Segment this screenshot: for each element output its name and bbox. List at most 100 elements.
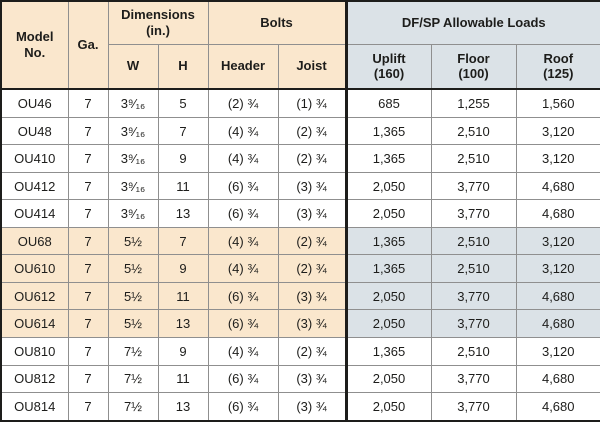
table-row: OU614 7 5½ 13 (6) ¾ (3) ¾ 2,050 3,770 4,680 (0, 309, 600, 338)
table-row: OU812 7 7½ 11 (6) ¾ (3) ¾ 2,050 3,770 4,680 (0, 364, 600, 394)
table-row: OU810 7 7½ 9 (4) ¾ (2) ¾ 1,365 2,510 3,120 (0, 337, 600, 366)
cell-h: 9 (157, 337, 209, 366)
cell-h: 13 (157, 392, 209, 422)
col-header-model-no: Model No. (0, 0, 69, 90)
cell-bolts-joist: (2) ¾ (277, 254, 347, 283)
cell-floor: 3,770 (430, 392, 517, 422)
cell-w: 3⁹⁄₁₆ (107, 88, 159, 118)
cell-uplift: 2,050 (344, 309, 432, 338)
table-row: OU410 7 3⁹⁄₁₆ 9 (4) ¾ (2) ¾ 1,365 2,510 3,120 (0, 144, 600, 173)
cell-roof: 4,680 (515, 199, 600, 228)
cell-w: 5½ (107, 226, 159, 256)
cell-bolts-header: (6) ¾ (207, 392, 279, 422)
table-row: OU414 7 3⁹⁄₁₆ 13 (6) ¾ (3) ¾ 2,050 3,770 4,680 (0, 199, 600, 228)
cell-roof: 3,120 (515, 116, 600, 146)
cell-bolts-header: (6) ¾ (207, 309, 279, 338)
cell-uplift: 2,050 (344, 364, 432, 394)
cell-floor: 3,770 (430, 281, 517, 311)
cell-bolts-joist: (3) ¾ (277, 364, 347, 394)
table-row: OU48 7 3⁹⁄₁₆ 7 (4) ¾ (2) ¾ 1,365 2,510 3,120 (0, 116, 600, 146)
col-group-dimensions: Dimensions (in.) (107, 0, 209, 45)
cell-h: 7 (157, 116, 209, 146)
cell-w: 3⁹⁄₁₆ (107, 116, 159, 146)
cell-bolts-joist: (3) ¾ (277, 309, 347, 338)
cell-model: OU612 (0, 281, 69, 311)
cell-uplift: 2,050 (344, 199, 432, 228)
cell-floor: 3,770 (430, 309, 517, 338)
table-row: OU610 7 5½ 9 (4) ¾ (2) ¾ 1,365 2,510 3,120 (0, 254, 600, 283)
cell-w: 3⁹⁄₁₆ (107, 171, 159, 201)
header-row-groups: Model No. Ga. Dimensions (in.) Bolts DF/… (0, 0, 600, 90)
cell-model: OU814 (0, 392, 69, 422)
cell-uplift: 1,365 (344, 116, 432, 146)
cell-h: 13 (157, 199, 209, 228)
cell-bolts-header: (4) ¾ (207, 144, 279, 173)
cell-ga: 7 (67, 309, 109, 338)
cell-bolts-joist: (3) ¾ (277, 171, 347, 201)
cell-h: 11 (157, 171, 209, 201)
cell-bolts-header: (6) ¾ (207, 364, 279, 394)
cell-roof: 4,680 (515, 392, 600, 422)
cell-model: OU410 (0, 144, 69, 173)
cell-model: OU614 (0, 309, 69, 338)
cell-floor: 2,510 (430, 144, 517, 173)
col-header-bolts-joist: Joist (277, 43, 347, 90)
cell-w: 5½ (107, 281, 159, 311)
cell-uplift: 2,050 (344, 171, 432, 201)
cell-ga: 7 (67, 364, 109, 394)
cell-h: 11 (157, 281, 209, 311)
cell-w: 3⁹⁄₁₆ (107, 199, 159, 228)
cell-ga: 7 (67, 281, 109, 311)
cell-ga: 7 (67, 226, 109, 256)
cell-floor: 2,510 (430, 116, 517, 146)
cell-w: 7½ (107, 364, 159, 394)
cell-w: 3⁹⁄₁₆ (107, 144, 159, 173)
cell-floor: 3,770 (430, 199, 517, 228)
cell-ga: 7 (67, 144, 109, 173)
table-row: OU68 7 5½ 7 (4) ¾ (2) ¾ 1,365 2,510 3,120 (0, 226, 600, 256)
cell-h: 9 (157, 144, 209, 173)
cell-floor: 2,510 (430, 254, 517, 283)
cell-bolts-joist: (3) ¾ (277, 199, 347, 228)
cell-h: 9 (157, 254, 209, 283)
cell-w: 5½ (107, 254, 159, 283)
cell-h: 11 (157, 364, 209, 394)
cell-uplift: 1,365 (344, 226, 432, 256)
cell-roof: 4,680 (515, 171, 600, 201)
cell-roof: 3,120 (515, 337, 600, 366)
cell-bolts-joist: (1) ¾ (277, 88, 347, 118)
cell-floor: 1,255 (430, 88, 517, 118)
cell-floor: 3,770 (430, 171, 517, 201)
cell-ga: 7 (67, 171, 109, 201)
cell-model: OU414 (0, 199, 69, 228)
header-row-subcolumns: W H Header Joist Uplift (160) Floor (100… (1, 43, 600, 90)
col-header-uplift: Uplift (160) (344, 43, 432, 90)
cell-w: 5½ (107, 309, 159, 338)
cell-bolts-header: (6) ¾ (207, 199, 279, 228)
cell-h: 7 (157, 226, 209, 256)
cell-floor: 2,510 (430, 337, 517, 366)
cell-bolts-joist: (2) ¾ (277, 226, 347, 256)
table-body: OU46 7 3⁹⁄₁₆ 5 (2) ¾ (1) ¾ 685 1,255 1,560 OU48 7 3… (0, 88, 600, 422)
cell-model: OU810 (0, 337, 69, 366)
cell-model: OU610 (0, 254, 69, 283)
cell-bolts-header: (4) ¾ (207, 226, 279, 256)
cell-w: 7½ (107, 392, 159, 422)
cell-roof: 3,120 (515, 144, 600, 173)
cell-ga: 7 (67, 392, 109, 422)
col-header-height: H (157, 43, 209, 90)
cell-bolts-header: (4) ¾ (207, 254, 279, 283)
cell-h: 5 (157, 88, 209, 118)
cell-ga: 7 (67, 199, 109, 228)
cell-model: OU46 (0, 88, 69, 118)
col-group-bolts: Bolts (207, 0, 347, 45)
cell-model: OU412 (0, 171, 69, 201)
cell-uplift: 1,365 (344, 254, 432, 283)
cell-floor: 2,510 (430, 226, 517, 256)
cell-bolts-joist: (3) ¾ (277, 392, 347, 422)
table-row: OU412 7 3⁹⁄₁₆ 11 (6) ¾ (3) ¾ 2,050 3,770 4,680 (0, 171, 600, 201)
cell-ga: 7 (67, 116, 109, 146)
cell-ga: 7 (67, 88, 109, 118)
cell-model: OU812 (0, 364, 69, 394)
cell-floor: 3,770 (430, 364, 517, 394)
